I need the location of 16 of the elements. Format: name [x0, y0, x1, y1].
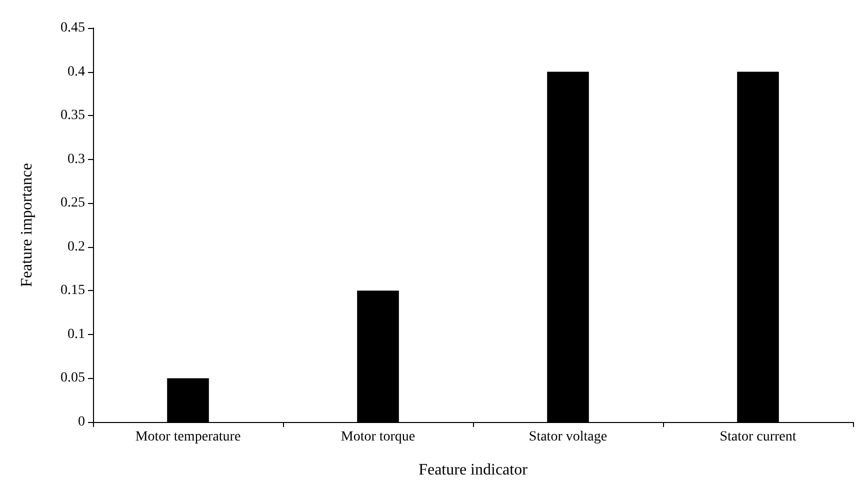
y-tick-label: 0.15	[60, 283, 85, 298]
y-tick-label: 0.1	[68, 326, 85, 342]
y-tick-label: 0	[78, 414, 85, 430]
x-tick-label: Stator current	[720, 430, 796, 444]
y-tick-label: 0.25	[60, 196, 85, 211]
y-axis-title: Feature importance	[18, 163, 36, 287]
y-tick-label: 0.05	[60, 370, 85, 386]
y-tick-label: 0.35	[60, 108, 85, 124]
x-tick-label: Motor temperature	[135, 430, 241, 444]
x-axis-title: Feature indicator	[418, 462, 528, 478]
y-tick-label: 0.45	[60, 20, 85, 36]
y-tick-label: 0.3	[68, 152, 85, 167]
y-tick-label: 0.2	[68, 239, 85, 254]
x-tick-label: Stator voltage	[528, 430, 608, 444]
y-tick-label: 0.4	[68, 64, 85, 80]
x-tick-label: Motor torque	[340, 430, 416, 444]
